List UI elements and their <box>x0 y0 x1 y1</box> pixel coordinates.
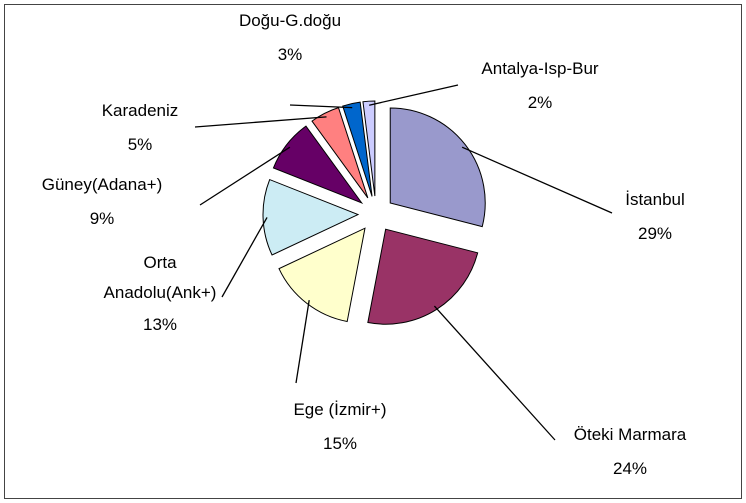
value-label: 3% <box>277 45 303 64</box>
leader-line <box>289 104 353 109</box>
category-label: İstanbul <box>625 190 685 209</box>
data-label: Doğu-G.doğu 3% <box>220 4 360 72</box>
leader-line <box>433 305 556 441</box>
data-label: Ege (İzmir+) 15% <box>270 393 410 461</box>
chart-border <box>4 4 742 499</box>
data-label: Orta Anadolu(Ank+) 13% <box>95 248 225 342</box>
category-label: Doğu-G.doğu <box>238 11 342 30</box>
value-label: 9% <box>89 209 115 228</box>
data-label: Karadeniz 5% <box>80 94 200 162</box>
data-label: Öteki Marmara 24% <box>550 418 710 486</box>
category-label: Karadeniz <box>101 101 179 120</box>
leader-line <box>369 84 459 106</box>
leader-line <box>199 146 291 206</box>
category-label: Ege (İzmir+) <box>293 400 387 419</box>
value-label: 5% <box>127 135 153 154</box>
category-label: Orta Anadolu(Ank+) <box>103 253 217 302</box>
category-label: Antalya-Isp-Bur <box>481 59 599 78</box>
pie-slice <box>342 101 373 197</box>
value-label: 2% <box>527 93 553 112</box>
pie-slice <box>362 100 376 197</box>
pie-slice <box>262 178 360 256</box>
leader-line <box>194 116 327 128</box>
pie-slice <box>389 107 486 228</box>
data-label: Antalya-Isp-Bur 2% <box>455 52 625 120</box>
leader-line <box>221 217 268 298</box>
value-label: 29% <box>637 224 673 243</box>
data-label: İstanbul 29% <box>595 183 715 251</box>
pie-slice <box>367 228 479 325</box>
category-label: Öteki Marmara <box>573 425 687 444</box>
pie-slice <box>278 227 366 323</box>
leader-line <box>295 300 310 384</box>
value-label: 15% <box>322 434 358 453</box>
leader-line <box>461 146 613 214</box>
pie-slice <box>272 125 364 205</box>
value-label: 24% <box>612 459 648 478</box>
category-label: Güney(Adana+) <box>41 175 163 194</box>
value-label: 13% <box>142 315 178 334</box>
data-label: Güney(Adana+) 9% <box>17 168 187 236</box>
